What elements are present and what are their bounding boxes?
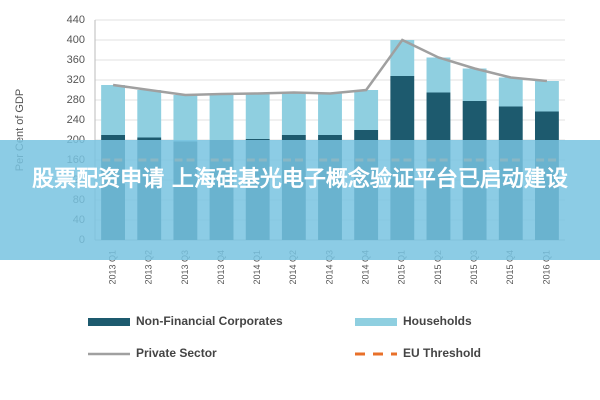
x-tick-label: 2016 Q1 (541, 250, 551, 285)
x-tick-label: 2013 Q3 (180, 250, 190, 285)
x-tick-label: 2014 Q4 (361, 250, 371, 285)
bar (426, 57, 451, 93)
bar (101, 85, 126, 135)
legend-swatch (88, 318, 130, 326)
y-tick-label: 360 (67, 54, 85, 66)
y-tick-label: 280 (67, 94, 85, 106)
x-tick-label: 2015 Q3 (469, 250, 479, 285)
overlay-text: 股票配资申请 上海硅基光电子概念验证平台已启动建设 (32, 167, 568, 192)
legend-label: EU Threshold (403, 346, 481, 360)
legend-label: Households (403, 314, 472, 328)
bar (173, 95, 198, 142)
bar (137, 90, 162, 138)
overlay-banner (0, 140, 600, 260)
x-tick-label: 2013 Q2 (144, 250, 154, 285)
y-tick-label: 400 (67, 34, 85, 46)
x-tick-label: 2013 Q4 (216, 250, 226, 285)
y-tick-label: 320 (67, 74, 85, 86)
y-tick-label: 440 (67, 14, 85, 26)
x-tick-label: 2015 Q4 (505, 250, 515, 285)
x-tick-label: 2014 Q3 (324, 250, 334, 285)
line (112, 38, 548, 97)
bar (318, 93, 342, 135)
x-tick-label: 2015 Q1 (397, 250, 407, 285)
x-tick-label: 2014 Q1 (252, 250, 262, 285)
bar (462, 68, 487, 101)
y-tick-label: 240 (67, 114, 85, 126)
x-tick-label: 2015 Q2 (433, 250, 443, 285)
legend-label: Non-Financial Corporates (136, 314, 283, 328)
legend-label: Private Sector (136, 346, 217, 360)
bar (245, 93, 270, 139)
bar (354, 90, 379, 130)
bar (281, 92, 306, 135)
bar (498, 77, 523, 107)
bar (209, 94, 234, 140)
x-tick-label: 2013 Q1 (107, 250, 117, 285)
bar (534, 81, 559, 112)
legend-swatch (355, 318, 397, 326)
x-tick-label: 2014 Q2 (288, 250, 298, 285)
